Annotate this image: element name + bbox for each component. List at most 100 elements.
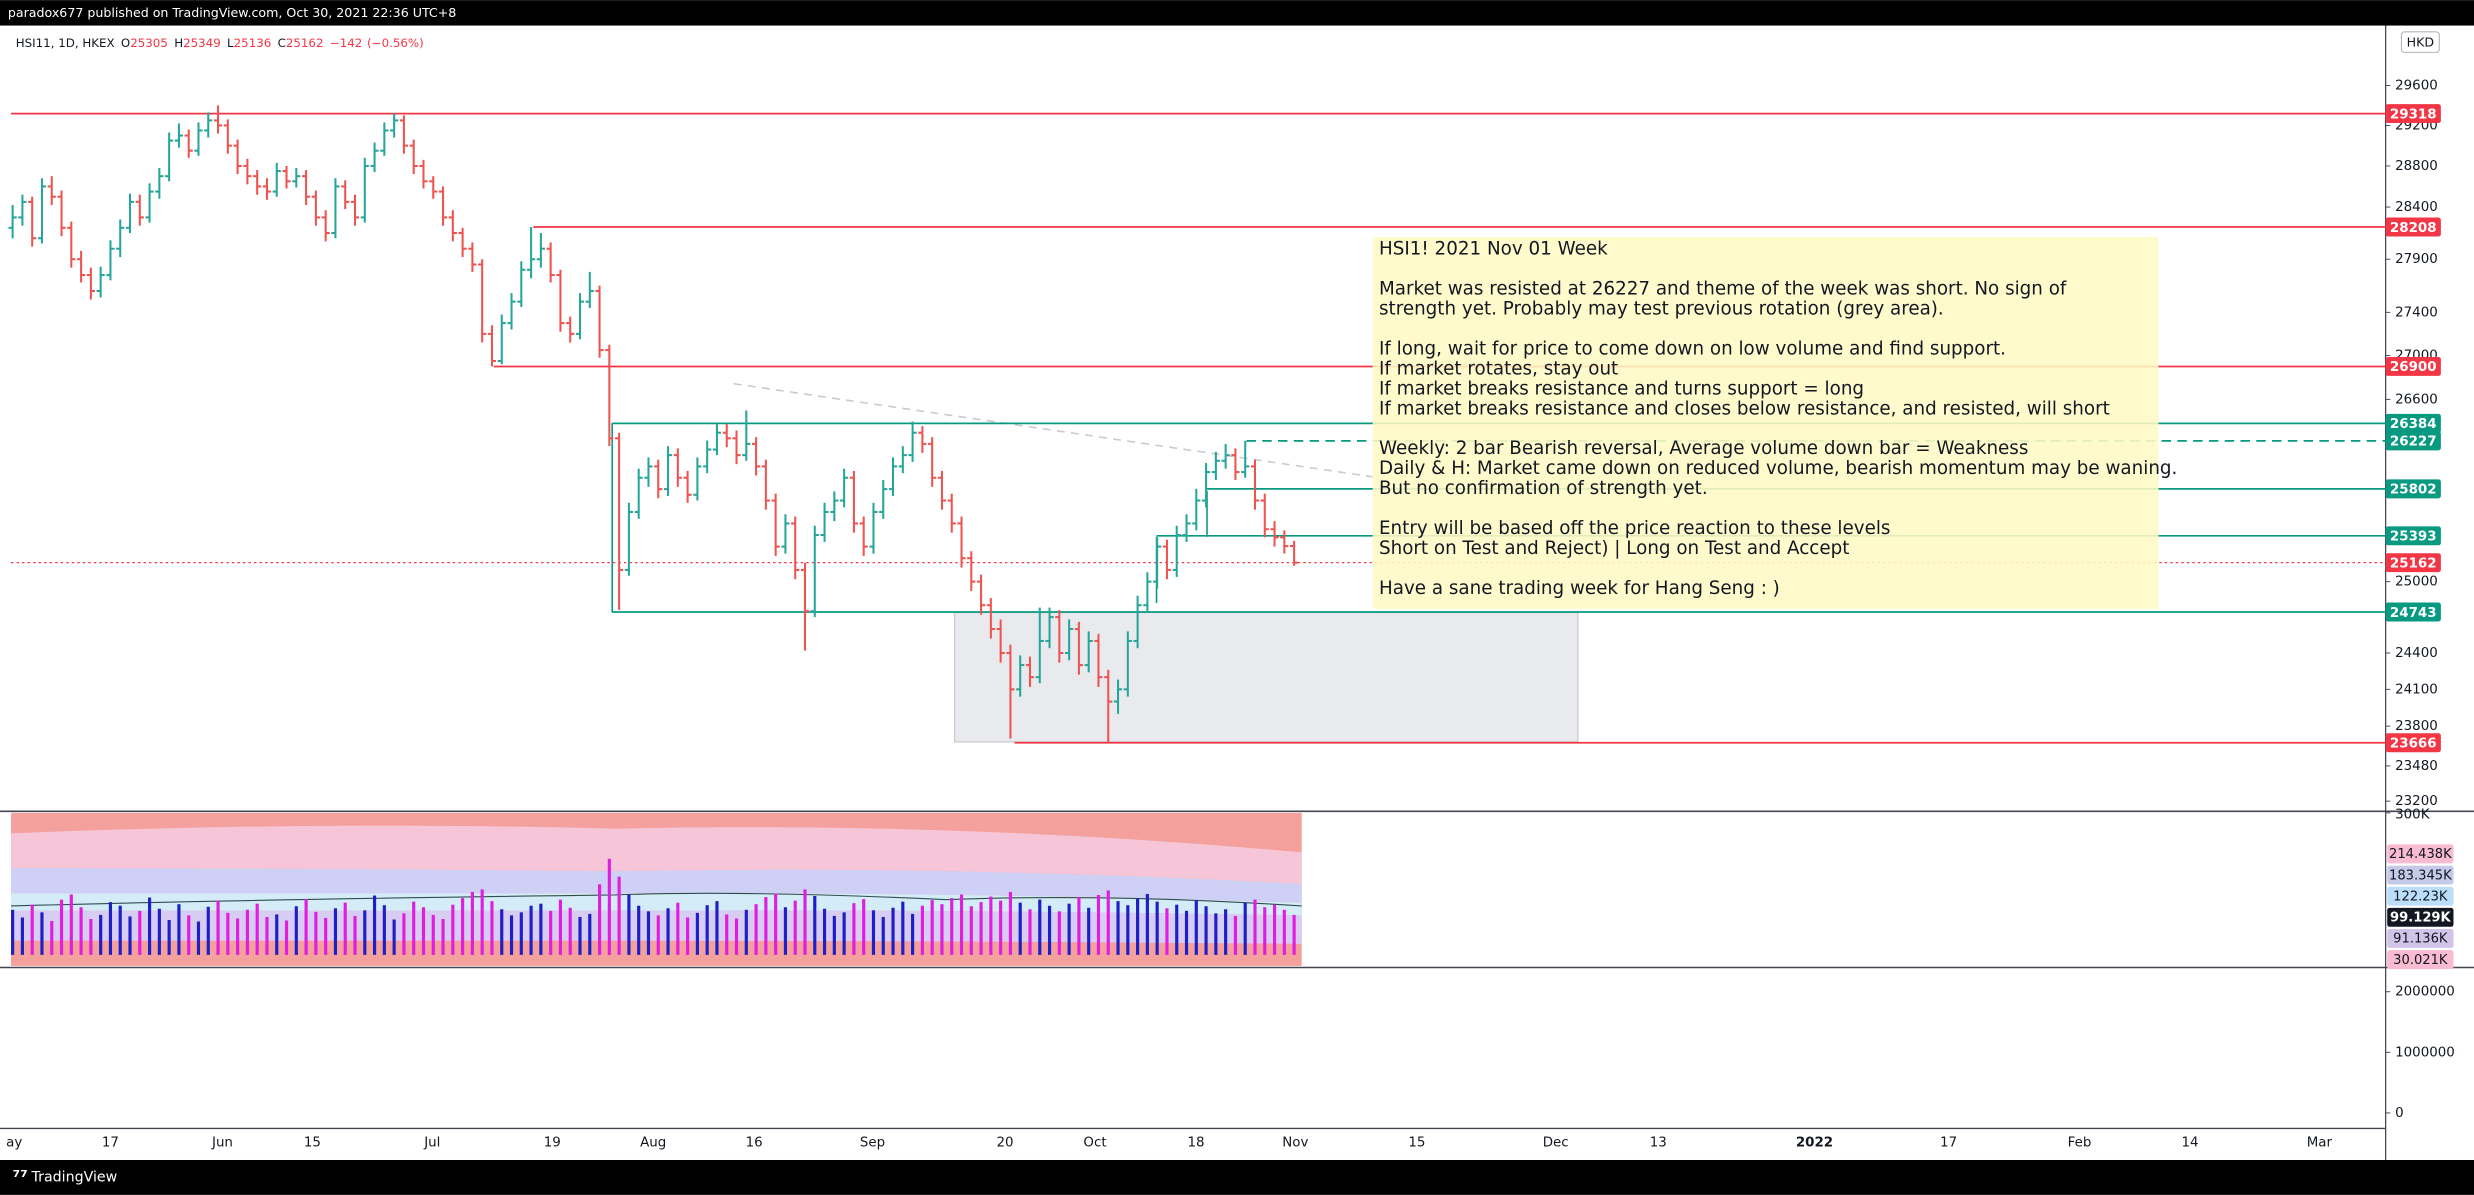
annotation: HSI1! 2021 Nov 01 Week Market was resiste… <box>1372 236 2177 609</box>
volume-bar <box>196 921 201 955</box>
volume-bar <box>245 909 249 955</box>
price-level-label: 25802 <box>2390 483 2437 498</box>
price-level-label: 25162 <box>2390 556 2437 571</box>
price-bars <box>8 105 1299 955</box>
volume-bar <box>431 914 435 955</box>
y-tick-label: 27400 <box>2395 305 2438 320</box>
currency: HKD <box>2407 34 2434 49</box>
x-tick-label: Sep <box>860 1136 885 1151</box>
price-level-tag <box>2385 479 2441 499</box>
indicator-tag <box>2387 865 2454 885</box>
volume-bar <box>59 899 64 955</box>
volume-bar <box>881 916 885 955</box>
volume-bar <box>1184 910 1189 955</box>
annotation-line: But no confirmation of strength yet. <box>1379 478 1708 499</box>
currency-box <box>2400 31 2440 53</box>
annotation-line: If market breaks resistance and closes b… <box>1379 398 2110 419</box>
volume-bar <box>637 905 641 955</box>
volume-bar <box>764 897 768 955</box>
volume-bar <box>979 902 983 955</box>
volume-bar <box>686 917 690 955</box>
y-tick-label: 28800 <box>2395 159 2438 174</box>
volume-bar <box>236 918 240 955</box>
annotation-line: strength yet. Probably may test previous… <box>1379 298 1944 319</box>
indicator-tag <box>2387 907 2454 927</box>
price-level-tag <box>2385 553 2441 573</box>
volume-bar <box>558 899 563 955</box>
volume-bar <box>705 905 709 955</box>
x-tick-label: 17 <box>102 1136 119 1151</box>
volume-bar <box>852 903 856 955</box>
indicator-tag <box>2387 844 2454 864</box>
volume-bar <box>343 902 347 955</box>
volume-bar <box>999 900 1003 955</box>
volume-bar <box>490 901 494 955</box>
volume-bar <box>382 905 386 955</box>
y-tick-label: 23800 <box>2395 719 2438 734</box>
volume-bar <box>265 916 269 955</box>
y-tick-label: 25000 <box>2395 575 2438 590</box>
volume-bar <box>304 899 308 955</box>
top-bar <box>0 0 2474 26</box>
volume-bar <box>314 911 318 955</box>
volume-bar <box>656 915 660 955</box>
price-level-tag <box>2385 413 2441 433</box>
annotation-line: HSI1! 2021 Nov 01 Week <box>1379 239 1608 260</box>
volume-bar <box>930 900 934 955</box>
volume-bar <box>509 915 514 955</box>
x-tick-label: Aug <box>640 1136 666 1151</box>
indicator-tag <box>2387 928 2454 948</box>
volume-bar <box>539 903 543 955</box>
volume-bar <box>167 920 171 955</box>
symbol: HSI11, 1D, HKEX <box>16 35 115 49</box>
price-level-label: 28208 <box>2390 221 2437 236</box>
volume-bar <box>30 904 34 955</box>
volume-bar <box>1282 909 1286 955</box>
indicator-label: 214.438K <box>2389 847 2452 862</box>
volume-bar <box>69 894 73 955</box>
volume-bar <box>118 905 122 955</box>
symbol-legend: HSI11, 1D, HKEX O25305 H25349 L25136 C25162−… <box>16 35 424 49</box>
indicator-tag <box>2387 950 2454 970</box>
volume-bar <box>412 901 416 955</box>
volume-bar <box>1008 891 1013 955</box>
volume-bands <box>11 812 1302 966</box>
x-tick-label: Jun <box>211 1136 233 1151</box>
volume-bar <box>588 913 592 955</box>
volume-bar <box>920 905 924 955</box>
annotation-line: Entry will be based off the price reacti… <box>1379 518 1890 539</box>
volume-bar <box>519 912 523 955</box>
lower-tick-label: 0 <box>2395 1106 2404 1121</box>
indicator-label: 183.345K <box>2389 868 2452 883</box>
price-level-tag <box>2385 217 2441 237</box>
annotation-line: If market rotates, stay out <box>1379 358 1618 379</box>
volume-bar <box>20 917 24 955</box>
volume-average <box>11 892 1302 907</box>
volume-bar <box>1165 908 1169 955</box>
annotation-line: If market breaks resistance and turns su… <box>1379 378 1864 399</box>
volume-bar <box>901 901 905 955</box>
volume-bar <box>627 894 631 955</box>
lower-tick-label: 2000000 <box>2395 985 2455 1000</box>
volume-bar <box>147 897 152 955</box>
y-tick-label: 29600 <box>2395 78 2438 93</box>
legend-prefix: O <box>121 35 130 49</box>
volume-bar <box>862 899 866 955</box>
volume-bar <box>1263 907 1267 955</box>
legend-value: 25305 <box>130 35 168 49</box>
footer-brand: TradingView <box>31 1169 118 1185</box>
annotation-line: Weekly: 2 bar Bearish reversal, Average … <box>1379 438 2028 459</box>
volume-bar <box>1077 897 1081 955</box>
volume-bar <box>940 904 944 955</box>
price-level-label: 26227 <box>2390 435 2437 450</box>
volume-bar <box>353 915 357 955</box>
volume-bar <box>529 905 533 955</box>
annotation-line: Short on Test and Reject) | Long on Test… <box>1379 538 1849 559</box>
x-tick-label: 17 <box>1940 1136 1957 1151</box>
volume-bar <box>989 896 993 955</box>
volume-bar <box>333 908 338 955</box>
volume-bar <box>89 918 93 955</box>
y-tick-label: 26600 <box>2395 392 2438 407</box>
volume-bar <box>803 889 807 955</box>
volume-bar <box>421 907 426 955</box>
